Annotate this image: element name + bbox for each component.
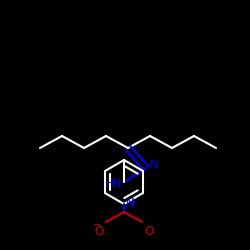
Text: O: O (144, 225, 153, 238)
Text: O: O (95, 225, 104, 238)
Text: N: N (112, 179, 121, 189)
Text: N: N (126, 197, 135, 210)
Text: −: − (93, 220, 101, 230)
Text: N: N (150, 160, 158, 170)
Text: +: + (128, 197, 136, 206)
Text: H: H (106, 179, 114, 189)
